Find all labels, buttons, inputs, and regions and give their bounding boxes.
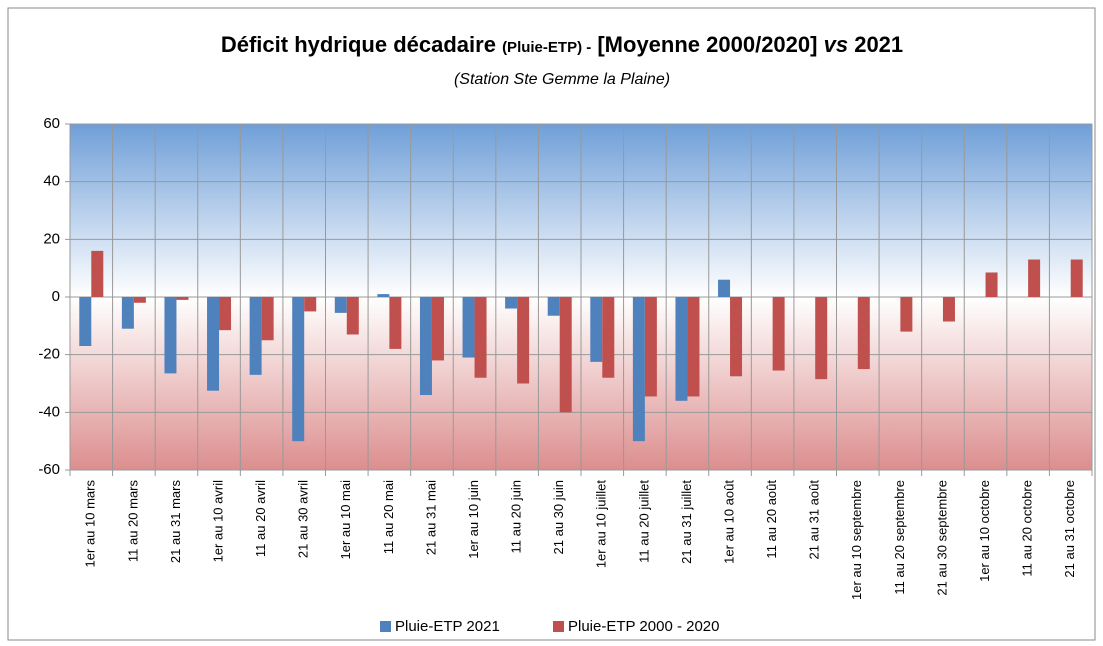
y-tick-label: -60 <box>38 461 60 478</box>
bar <box>389 297 402 349</box>
x-tick-label: 21 au 31 octobre <box>1062 480 1077 578</box>
x-tick-label: 11 au 20 octobre <box>1020 480 1035 577</box>
x-tick-label: 11 au 20 août <box>764 480 779 559</box>
bar <box>219 297 232 331</box>
x-tick-label: 1er au 10 juin <box>466 480 481 559</box>
y-tick-label: 60 <box>43 115 60 132</box>
y-tick-label: 0 <box>52 288 60 305</box>
x-tick-label: 21 au 30 juin <box>551 480 566 554</box>
bar <box>431 297 444 361</box>
bar <box>474 297 487 378</box>
x-tick-label: 11 au 20 mars <box>125 480 140 563</box>
x-tick-label: 1er au 10 septembre <box>849 480 864 600</box>
bar <box>249 297 262 375</box>
x-tick-label: 21 au 31 juillet <box>679 480 694 564</box>
bar <box>121 297 134 329</box>
y-tick-label: 40 <box>43 173 60 190</box>
title-part: vs <box>824 32 848 57</box>
x-tick-label: 21 au 30 avril <box>296 480 311 558</box>
title-part: Déficit hydrique décadaire <box>221 32 496 57</box>
title-part: 2021 <box>854 32 903 57</box>
bar <box>164 297 177 374</box>
bar <box>632 297 645 442</box>
bar <box>687 297 700 397</box>
bar <box>547 297 560 316</box>
x-tick-label: 1er au 10 mars <box>83 480 98 568</box>
bar <box>292 297 305 442</box>
title-part: [Moyenne 2000/2020] <box>597 32 817 57</box>
x-tick-label: 1er au 10 avril <box>210 480 225 562</box>
x-tick-label: 11 au 20 juillet <box>636 480 651 563</box>
bar <box>730 297 743 377</box>
legend-swatch <box>553 621 564 632</box>
bar <box>1070 259 1083 297</box>
legend-label: Pluie-ETP 2000 - 2020 <box>568 618 720 635</box>
bar <box>505 297 518 309</box>
x-tick-label: 1er au 10 juillet <box>594 480 609 569</box>
x-tick-label: 21 au 31 août <box>807 480 822 560</box>
bar <box>304 297 317 312</box>
chart-title: Déficit hydrique décadaire (Pluie-ETP) -… <box>221 32 903 57</box>
bar <box>590 297 603 362</box>
bar <box>334 297 347 313</box>
bar <box>857 297 870 370</box>
bar <box>772 297 785 371</box>
x-tick-label: 21 au 31 mars <box>168 480 183 564</box>
bar <box>718 279 731 297</box>
bar <box>815 297 828 380</box>
bar <box>377 294 390 297</box>
x-tick-label: 11 au 20 avril <box>253 480 268 557</box>
title-part: (Pluie-ETP) - <box>502 39 591 56</box>
y-tick-label: -20 <box>38 346 60 363</box>
legend-swatch <box>380 621 391 632</box>
y-tick-label: -40 <box>38 403 60 420</box>
legend-label: Pluie-ETP 2021 <box>395 618 500 635</box>
bar <box>942 297 955 322</box>
bar <box>1028 259 1041 297</box>
x-tick-label: 1er au 10 octobre <box>977 480 992 582</box>
bar <box>261 297 274 341</box>
x-tick-label: 11 au 20 juin <box>509 480 524 554</box>
bar <box>985 272 998 297</box>
bar <box>133 297 146 303</box>
x-tick-label: 11 au 20 septembre <box>892 480 907 595</box>
x-tick-label: 21 au 30 septembre <box>934 480 949 596</box>
y-tick-label: 20 <box>43 230 60 247</box>
x-tick-label: 1er au 10 août <box>721 480 736 564</box>
bar <box>900 297 913 332</box>
x-tick-label: 1er au 10 mai <box>338 480 353 560</box>
bar <box>602 297 615 378</box>
bar <box>346 297 359 335</box>
bar <box>462 297 475 358</box>
bar <box>517 297 530 384</box>
bar <box>79 297 92 347</box>
bar <box>559 297 572 413</box>
x-tick-label: 21 au 31 mai <box>423 480 438 555</box>
bar <box>675 297 688 401</box>
bar <box>207 297 220 391</box>
x-tick-label: 11 au 20 mai <box>381 480 396 554</box>
bar <box>176 297 189 300</box>
bar <box>644 297 657 397</box>
bar <box>91 250 104 297</box>
chart-subtitle: (Station Ste Gemme la Plaine) <box>454 71 670 88</box>
bar <box>419 297 432 396</box>
